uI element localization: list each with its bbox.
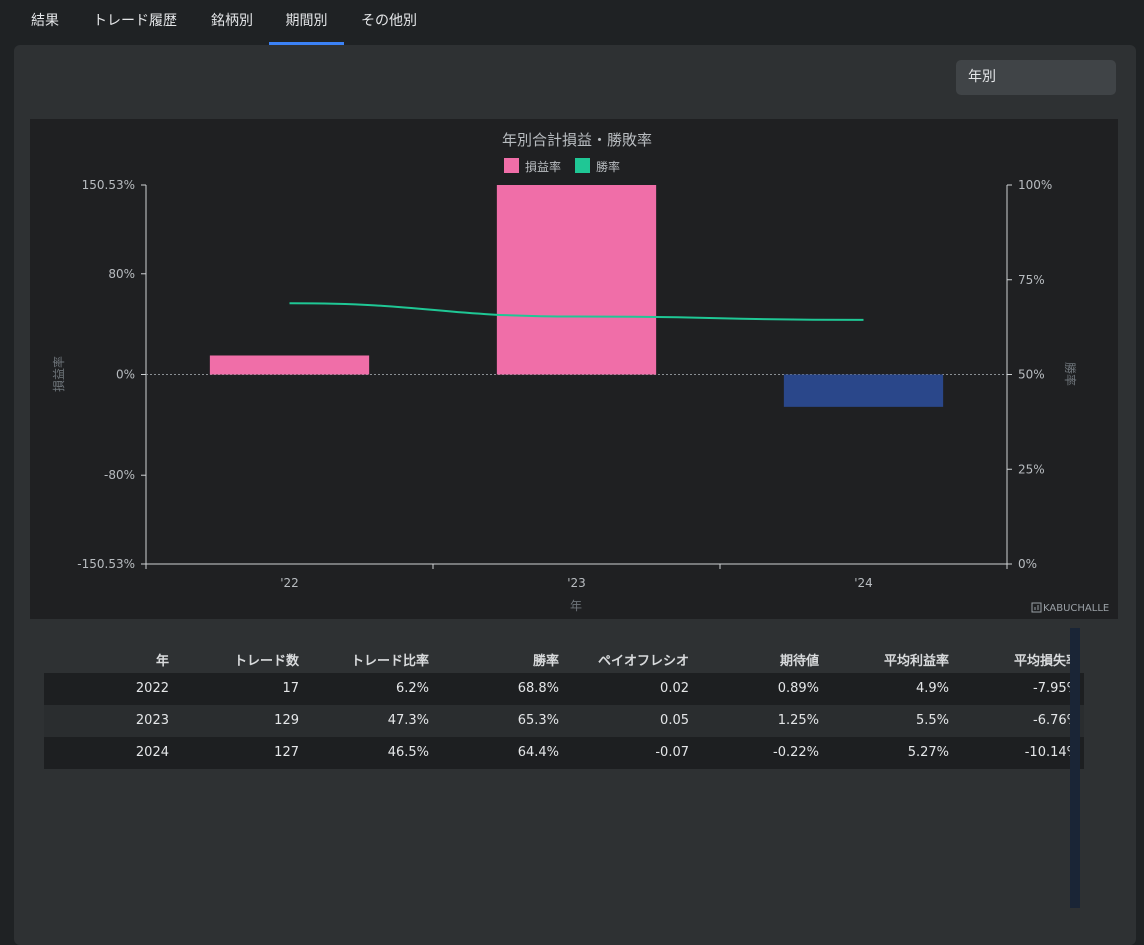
table-row: 2023 129 47.3% 65.3% 0.05 1.25% 5.5% -6.76% [44, 705, 1084, 737]
table-header-cell[interactable]: 期待値 [779, 654, 819, 669]
chart-icon [1031, 602, 1042, 613]
period-panel: 年別 年別合計損益・勝敗率 損益率 勝率 150.53% 80% 0% -80% -15… [14, 45, 1136, 945]
left-tick-label: -150.53% [77, 557, 135, 571]
x-tick-label: '23 [567, 576, 586, 590]
watermark-logo: KABUCHALLE [1043, 603, 1109, 614]
table-cell: 47.3% [387, 713, 429, 728]
table-cell: 0.89% [777, 681, 819, 696]
table-cell: 5.27% [907, 745, 949, 760]
table-cell: 5.5% [915, 713, 949, 728]
table-cell: 65.3% [517, 713, 559, 728]
right-tick-label: 0% [1018, 557, 1037, 571]
legend-swatch-pnl [504, 158, 519, 173]
table-scrollbar[interactable] [1070, 628, 1080, 908]
tab-other[interactable]: その他別 [361, 13, 417, 29]
left-tick-label: 0% [116, 368, 135, 382]
table-cell: 17 [282, 681, 299, 696]
axis-ticks: 150.53% 80% 0% -80% -150.53% 100% 75% 50% 25% 0% '… [77, 178, 1052, 590]
table-header-cell[interactable]: ペイオフレシオ [597, 654, 689, 669]
period-table: 年 トレード数 トレード比率 勝率 ペイオフレシオ 期待値 平均利益率 平均損失率 2022 1… [44, 642, 1094, 769]
bar-series [209, 185, 944, 407]
right-tick-label: 100% [1018, 178, 1052, 192]
bar-2 [783, 374, 944, 407]
table-cell: -6.76% [1033, 713, 1079, 728]
table-cell: 1.25% [777, 713, 819, 728]
table-header-cell[interactable]: トレード数 [233, 654, 299, 669]
tab-by-symbol[interactable]: 銘柄別 [211, 13, 253, 29]
bar-1 [496, 185, 657, 375]
table-header-cell[interactable]: 年 [155, 654, 169, 669]
table-header-cell[interactable]: 平均利益率 [883, 654, 949, 669]
x-tick-label: '22 [280, 576, 299, 590]
table-header-cell[interactable]: 勝率 [532, 654, 559, 669]
table-header-cell[interactable]: 平均損失率 [1013, 654, 1079, 669]
table-cell: -10.14% [1024, 745, 1079, 760]
yearly-chart: 年別合計損益・勝敗率 損益率 勝率 150.53% 80% 0% -80% -150.5… [30, 119, 1118, 619]
tab-results[interactable]: 結果 [31, 13, 59, 29]
table-cell: 64.4% [517, 745, 559, 760]
chart-title: 年別合計損益・勝敗率 [502, 131, 652, 149]
table-cell: 129 [274, 713, 299, 728]
right-tick-label: 75% [1018, 273, 1045, 287]
table-row: 2022 17 6.2% 68.8% 0.02 0.89% 4.9% -7.95% [44, 673, 1084, 705]
tab-by-period[interactable]: 期間別 [269, 0, 344, 45]
x-tick-label: '24 [854, 576, 873, 590]
left-tick-label: -80% [104, 468, 135, 482]
table-cell: 2022 [135, 681, 169, 696]
table-row: 2024 127 46.5% 64.4% -0.07 -0.22% 5.27% -10.14% [44, 737, 1084, 769]
table-cell: 4.9% [915, 681, 949, 696]
x-axis-title: 年 [570, 599, 582, 613]
left-tick-label: 150.53% [82, 178, 135, 192]
chart-svg: 年別合計損益・勝敗率 損益率 勝率 150.53% 80% 0% -80% -150.5… [51, 131, 1109, 614]
table-header: 年 トレード数 トレード比率 勝率 ペイオフレシオ 期待値 平均利益率 平均損失率 [44, 642, 1094, 674]
table-cell: 2023 [135, 713, 169, 728]
y2-axis-title: 勝率 [1063, 362, 1078, 386]
period-select[interactable]: 年別 [956, 60, 1116, 95]
legend-label-winrate: 勝率 [596, 159, 620, 174]
table-cell: -7.95% [1033, 681, 1079, 696]
table-cell: -0.22% [773, 745, 819, 760]
right-tick-label: 25% [1018, 462, 1045, 476]
table-cell: 68.8% [517, 681, 559, 696]
table-cell: 2024 [135, 745, 169, 760]
left-tick-label: 80% [108, 267, 135, 281]
table-cell: 0.02 [660, 681, 689, 696]
legend-swatch-winrate [575, 158, 590, 173]
table-cell: 46.5% [387, 745, 429, 760]
table-cell: 127 [274, 745, 299, 760]
tab-trade-history[interactable]: トレード履歴 [93, 13, 177, 29]
table-header-cell[interactable]: トレード比率 [350, 654, 429, 669]
right-tick-label: 50% [1018, 368, 1045, 382]
table-cell: 0.05 [660, 713, 689, 728]
table-cell: 6.2% [395, 681, 429, 696]
y-axis-title: 損益率 [51, 356, 66, 392]
winrate-series [289, 302, 864, 321]
bar-0 [209, 355, 370, 375]
legend-label-pnl: 損益率 [525, 159, 561, 174]
winrate-line [289, 302, 864, 321]
table-cell: -0.07 [655, 745, 689, 760]
tab-bar: 結果 トレード履歴 銘柄別 期間別 その他別 [0, 0, 1144, 45]
